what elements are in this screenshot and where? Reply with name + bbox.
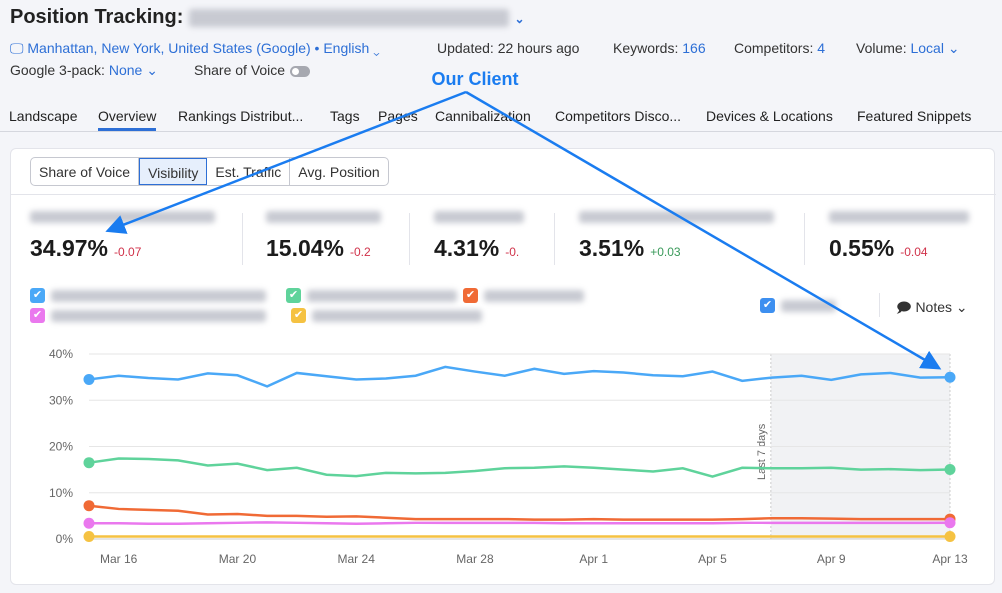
x-tick-label: Apr 9 [817,552,846,566]
x-tick-label: Mar 24 [338,552,376,566]
google-3pack-selector[interactable]: Google 3-pack: None ⌄ [10,62,158,78]
x-tick-label: Mar 16 [100,552,138,566]
x-tick-label: Mar 20 [219,552,257,566]
series-end-point [944,530,956,542]
checkbox-icon[interactable]: ✔ [291,308,306,323]
series-end-point [944,463,956,475]
series-start-point [83,457,95,469]
chevron-down-icon: ⌄ [947,40,960,56]
chevron-down-icon[interactable]: ⌄ [514,12,525,26]
chevron-down-icon: ⌄ [955,299,968,315]
chevron-down-icon: ⌄ [146,62,158,78]
series-line-1 [88,365,951,388]
toggle-switch[interactable] [290,65,311,77]
checkbox-icon[interactable]: ✔ [30,288,45,303]
x-tick-label: Apr 1 [579,552,608,566]
y-tick-label: 30% [49,393,73,407]
chevron-down-icon: ⌄ [373,40,380,56]
x-tick-label: Apr 5 [698,552,727,566]
share-of-voice-toggle[interactable]: Share of Voice [194,62,311,78]
tab-landscape[interactable]: Landscape [9,108,78,124]
updated-text: Updated: 22 hours ago [437,40,580,56]
series-end-point [944,517,956,529]
checkbox-icon[interactable]: ✔ [30,308,45,323]
blurred-domain [188,8,509,27]
x-tick-label: Apr 13 [932,552,968,566]
location-selector[interactable]: 🖵 Manhattan, New York, United States (Go… [10,40,380,56]
series-start-point [83,373,95,385]
series-line-2 [88,457,951,478]
series-start-point [83,530,95,542]
y-tick-label: 10% [49,486,73,500]
x-tick-label: Mar 28 [456,552,494,566]
legend-item[interactable]: ✔ [286,288,457,303]
volume-selector[interactable]: Volume: Local ⌄ [856,40,960,56]
legend-item[interactable]: ✔ [30,308,266,323]
series-line-3 [88,504,951,521]
series-start-point [83,500,95,512]
page-title: Position Tracking: ⌄ [10,6,525,28]
series-line-4 [89,521,951,525]
keywords-count[interactable]: Keywords: 166 [613,40,706,56]
series-end-point [944,371,956,383]
competitors-count[interactable]: Competitors: 4 [734,40,826,56]
series-start-point [83,517,95,529]
highlight-label: Last 7 days [756,423,768,480]
y-tick-label: 0% [56,532,74,546]
checkbox-icon[interactable]: ✔ [286,288,301,303]
y-tick-label: 40% [49,347,73,361]
monitor-icon: 🖵 [10,40,24,56]
legend-item[interactable]: ✔ [30,288,266,303]
legend-item[interactable]: ✔ [291,308,482,323]
y-tick-label: 20% [49,440,73,454]
